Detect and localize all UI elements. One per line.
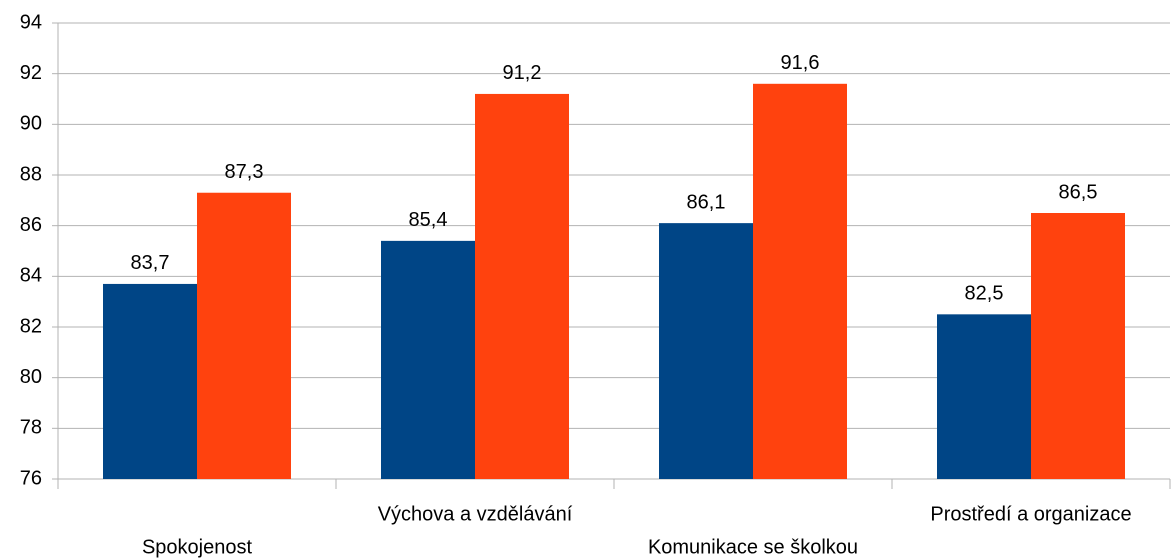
y-tick-label: 78 [20, 417, 42, 439]
y-tick-label: 76 [20, 467, 42, 489]
y-tick-label: 90 [20, 113, 42, 135]
value-label: 91,2 [503, 62, 542, 84]
bar [475, 93, 569, 479]
x-tick-label: Prostředí a organizace [930, 503, 1131, 525]
value-label: 83,7 [131, 252, 170, 274]
value-label: 87,3 [225, 161, 264, 183]
bar [381, 240, 475, 479]
y-tick-label: 84 [20, 265, 42, 287]
value-label: 82,5 [965, 283, 1004, 305]
y-tick-label: 94 [20, 11, 42, 33]
value-label: 91,6 [781, 52, 820, 74]
y-tick-label: 88 [20, 163, 42, 185]
y-tick-label: 86 [20, 214, 42, 236]
bar [659, 223, 753, 479]
value-label: 85,4 [409, 209, 448, 231]
value-label: 86,1 [687, 191, 726, 213]
y-tick-label: 92 [20, 62, 42, 84]
bar [103, 283, 197, 479]
bar [197, 192, 291, 479]
value-label: 86,5 [1059, 181, 1098, 203]
x-tick-label: Komunikace se školkou [648, 536, 858, 558]
bar [937, 314, 1031, 479]
y-tick-label: 80 [20, 366, 42, 388]
y-tick-label: 82 [20, 315, 42, 337]
bar [1031, 213, 1125, 479]
x-tick-label: Spokojenost [142, 536, 253, 558]
x-tick-label: Výchova a vzdělávání [378, 503, 573, 525]
bar [753, 83, 847, 480]
